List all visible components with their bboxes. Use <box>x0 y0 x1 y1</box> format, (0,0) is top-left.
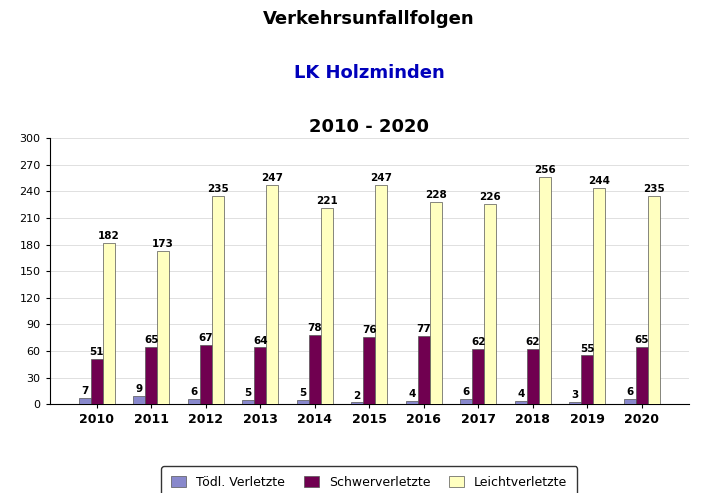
Legend: Tödl. Verletzte, Schwerverletzte, Leichtverletzte: Tödl. Verletzte, Schwerverletzte, Leicht… <box>161 466 577 493</box>
Bar <box>297 400 309 404</box>
Text: 6: 6 <box>626 387 633 397</box>
Text: 173: 173 <box>152 239 174 249</box>
Text: 78: 78 <box>307 323 322 333</box>
Bar <box>254 348 266 404</box>
Text: 4: 4 <box>408 389 415 399</box>
Text: 65: 65 <box>635 335 649 345</box>
Bar <box>364 337 375 404</box>
Text: 51: 51 <box>89 347 104 357</box>
Text: 6: 6 <box>190 387 197 397</box>
Text: LK Holzminden: LK Holzminden <box>294 64 444 82</box>
Bar <box>472 349 484 404</box>
Text: 228: 228 <box>425 190 447 200</box>
Bar <box>103 243 115 404</box>
Text: 6: 6 <box>463 387 470 397</box>
Bar <box>635 347 648 404</box>
Text: 67: 67 <box>198 333 213 343</box>
Text: 7: 7 <box>81 387 89 396</box>
Text: 65: 65 <box>144 335 158 345</box>
Text: 235: 235 <box>643 184 665 194</box>
Bar <box>648 196 660 404</box>
Bar <box>91 359 103 404</box>
Bar <box>157 251 169 404</box>
Bar <box>527 349 539 404</box>
Text: 2: 2 <box>354 391 361 401</box>
Bar <box>79 398 91 404</box>
Text: 76: 76 <box>362 325 376 335</box>
Bar <box>200 345 212 404</box>
Bar <box>539 177 551 404</box>
Bar <box>212 196 224 404</box>
Bar <box>187 399 200 404</box>
Bar <box>460 399 472 404</box>
Text: 247: 247 <box>370 174 392 183</box>
Text: 64: 64 <box>253 336 268 346</box>
Text: 55: 55 <box>580 344 594 353</box>
Text: 62: 62 <box>471 338 486 348</box>
Text: 182: 182 <box>98 231 119 241</box>
Text: 3: 3 <box>572 390 579 400</box>
Bar <box>569 402 581 404</box>
Bar <box>593 188 605 404</box>
Bar <box>405 401 417 404</box>
Bar <box>146 347 157 404</box>
Text: 2010 - 2020: 2010 - 2020 <box>309 118 430 137</box>
Text: 5: 5 <box>245 388 252 398</box>
Text: 244: 244 <box>588 176 610 186</box>
Text: 4: 4 <box>517 389 525 399</box>
Text: 5: 5 <box>299 388 306 398</box>
Bar <box>417 336 430 404</box>
Text: Verkehrsunfallfolgen: Verkehrsunfallfolgen <box>263 10 475 28</box>
Bar <box>242 400 254 404</box>
Text: 77: 77 <box>416 324 431 334</box>
Bar <box>321 208 333 404</box>
Bar <box>266 185 278 404</box>
Text: 62: 62 <box>525 338 540 348</box>
Text: 221: 221 <box>316 196 337 207</box>
Bar <box>351 402 364 404</box>
Text: 226: 226 <box>479 192 501 202</box>
Text: 247: 247 <box>261 174 283 183</box>
Bar <box>430 202 442 404</box>
Bar <box>484 204 496 404</box>
Bar <box>581 355 593 404</box>
Bar <box>623 399 635 404</box>
Text: 235: 235 <box>207 184 229 194</box>
Bar <box>309 335 321 404</box>
Bar <box>515 401 527 404</box>
Bar <box>133 396 146 404</box>
Bar <box>375 185 387 404</box>
Text: 9: 9 <box>136 385 143 394</box>
Text: 256: 256 <box>534 165 555 176</box>
